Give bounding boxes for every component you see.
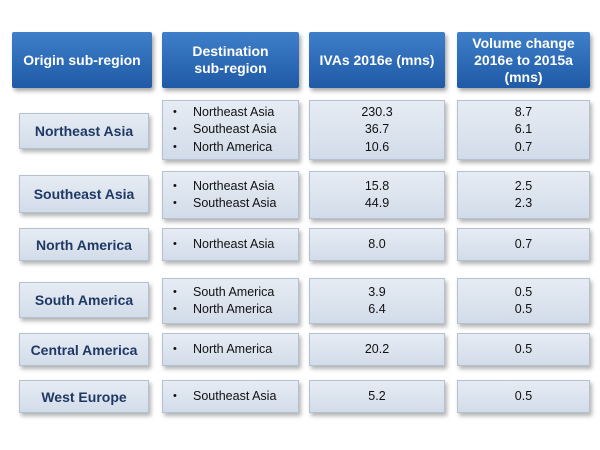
ivas-value: 230.3 [361,104,393,119]
destination-item: • North America [173,139,298,157]
volume-change-cell: 0.7 [457,228,590,261]
volume-change-value: 0.5 [514,341,533,356]
origin-cell: West Europe [19,380,149,413]
destination-label: North America [193,341,273,356]
ivas-value: 36.7 [364,122,390,137]
destination-label: North America [193,139,273,154]
destination-label: Northeast Asia [193,104,275,119]
header-ivas: IVAs 2016e (mns) [309,32,445,88]
bullet-icon: • [173,389,177,402]
ivas-value: 44.9 [364,196,390,210]
volume-change-value: 0.5 [514,284,533,299]
bullet-icon: • [173,179,177,192]
header-destination: Destination sub-region [162,32,299,88]
destination-item: • South America [173,284,298,302]
bullet-icon: • [173,123,177,136]
volume-change-cell: 0.5 [457,380,590,413]
destination-label: North America [193,302,273,316]
ivas-cell: 15.8 44.9 [309,171,445,219]
ivas-cell: 3.9 6.4 [309,278,445,324]
volume-change-value: 0.7 [514,139,533,154]
destination-item: • Northeast Asia [173,236,298,254]
destination-label: South America [193,284,275,299]
ivas-value: 6.4 [368,302,386,316]
origin-cell: Central America [19,333,149,366]
bullet-icon: • [173,285,177,298]
volume-change-value: 2.3 [514,196,533,210]
destination-label: Southeast Asia [193,122,277,137]
volume-change-cell: 0.5 [457,333,590,366]
volume-change-value: 0.7 [514,236,533,251]
bullet-icon: • [173,105,177,118]
origin-cell: Northeast Asia [19,113,149,149]
volume-change-cell: 2.5 2.3 [457,171,590,219]
destination-cell: • Northeast Asia • Southeast Asia [162,171,299,219]
ivas-value: 5.2 [368,388,386,403]
destination-item: • Northeast Asia [173,104,298,122]
origin-cell: Southeast Asia [19,175,149,213]
destination-cell: • Northeast Asia [162,228,299,261]
ivas-value: 3.9 [368,284,386,299]
ivas-value: 10.6 [364,139,390,154]
header-origin: Origin sub-region [12,32,152,88]
destination-cell: • Southeast Asia [162,380,299,413]
destination-label: Northeast Asia [193,178,275,193]
volume-change-value: 8.7 [514,104,533,119]
destination-label: Northeast Asia [193,236,275,251]
ivas-value: 15.8 [364,178,390,193]
volume-change-cell: 8.7 6.1 0.7 [457,100,590,160]
bullet-icon: • [173,237,177,250]
ivas-value: 8.0 [368,236,386,251]
volume-change-value: 2.5 [514,178,533,193]
destination-item: • Northeast Asia [173,178,298,196]
header-volume-change: Volume change 2016e to 2015a (mns) [457,32,590,88]
volume-change-cell: 0.5 0.5 [457,278,590,324]
ivas-cell: 5.2 [309,380,445,413]
destination-item: • North America [173,341,298,359]
origin-cell: North America [19,228,149,261]
destination-item: • Southeast Asia [173,388,298,406]
volume-change-value: 0.5 [514,302,533,316]
volume-change-value: 0.5 [514,388,533,403]
destination-item: • Southeast Asia [173,121,298,139]
destination-label: Southeast Asia [193,388,277,403]
ivas-cell: 20.2 [309,333,445,366]
ivas-cell: 8.0 [309,228,445,261]
bullet-icon: • [173,342,177,355]
bullet-icon: • [173,140,177,153]
destination-item: • Southeast Asia [173,195,298,213]
destination-label: Southeast Asia [193,196,277,210]
volume-change-value: 6.1 [514,122,533,137]
bullet-icon: • [173,197,177,209]
destination-cell: • Northeast Asia • Southeast Asia • North Ame… [162,100,299,160]
destination-cell: • North America [162,333,299,366]
bullet-icon: • [173,303,177,315]
origin-cell: South America [19,282,149,318]
destination-cell: • South America • North America [162,278,299,324]
ivas-value: 20.2 [364,341,390,356]
ivas-cell: 230.3 36.7 10.6 [309,100,445,160]
destination-item: • North America [173,301,298,319]
